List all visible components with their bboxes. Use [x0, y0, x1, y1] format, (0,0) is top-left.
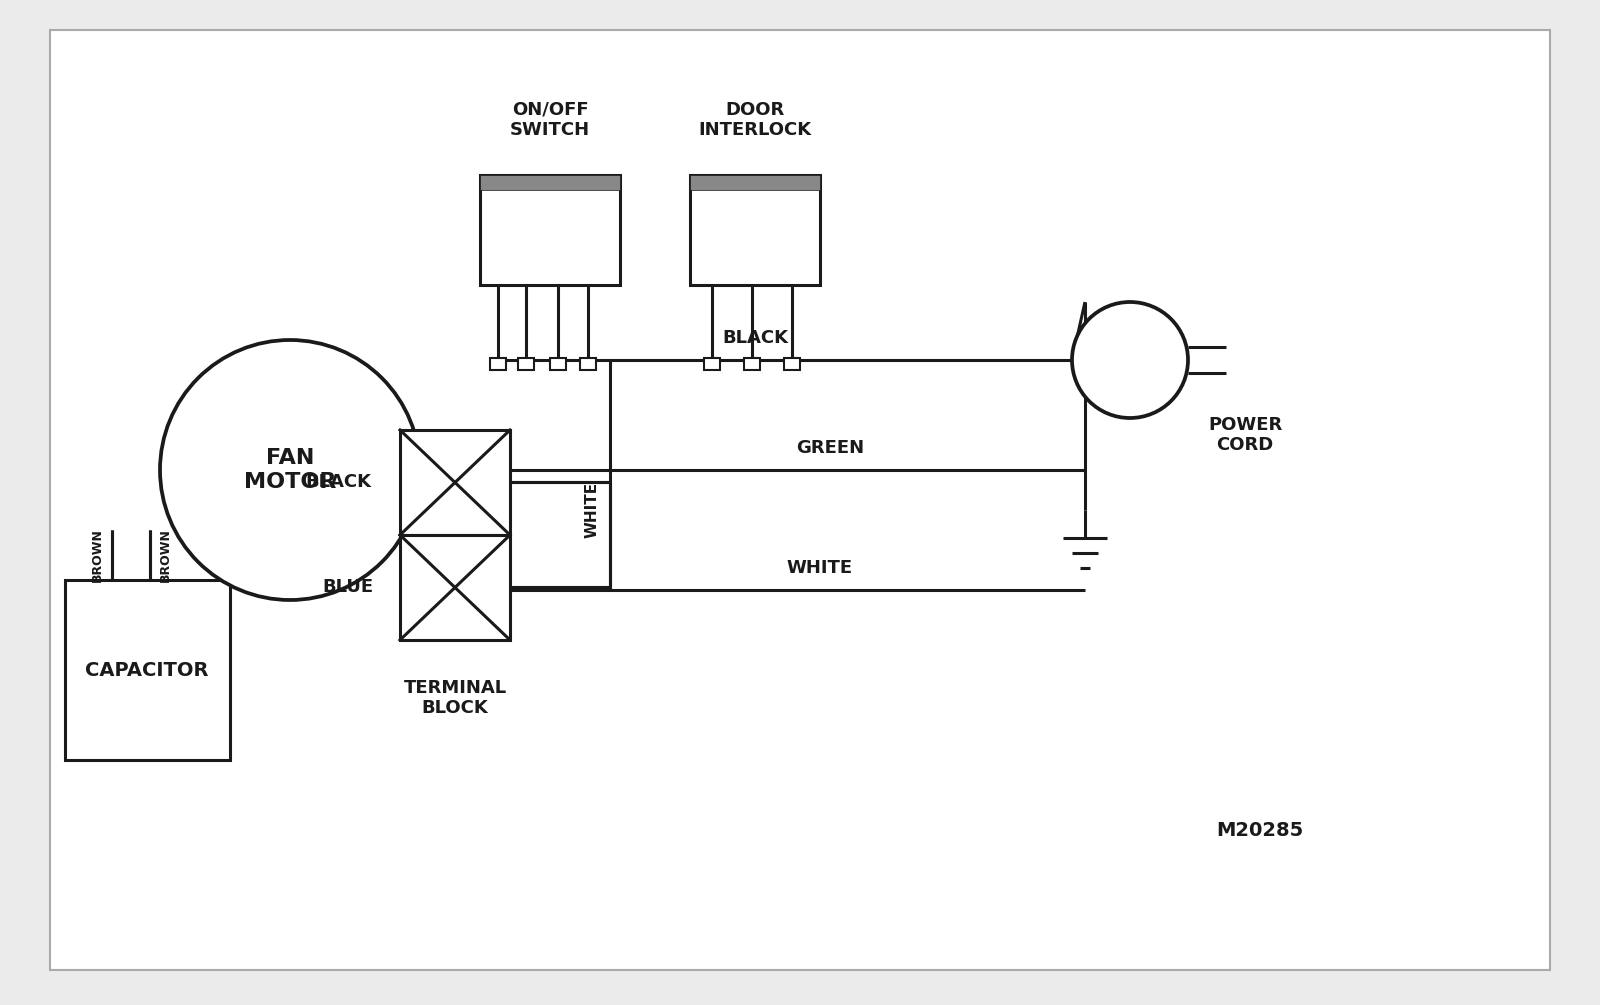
Text: TERMINAL
BLOCK: TERMINAL BLOCK [403, 678, 507, 718]
Bar [579, 358, 595, 370]
Text: ON/OFF
SWITCH: ON/OFF SWITCH [510, 100, 590, 140]
Bar [690, 175, 819, 190]
Text: BLUE: BLUE [323, 578, 373, 596]
Bar [200, 405, 334, 530]
Text: DOOR
INTERLOCK: DOOR INTERLOCK [699, 100, 811, 140]
Text: GREEN: GREEN [795, 439, 864, 457]
Bar [480, 175, 621, 285]
Text: BLACK: BLACK [306, 473, 371, 491]
Text: M20285: M20285 [1216, 820, 1304, 839]
Text: BROWN: BROWN [158, 528, 171, 582]
Bar [784, 358, 800, 370]
Circle shape [1072, 302, 1187, 418]
Text: FAN
MOTOR: FAN MOTOR [243, 448, 336, 491]
Bar [400, 430, 510, 535]
Bar [490, 358, 506, 370]
Text: WHITE: WHITE [584, 482, 600, 538]
Circle shape [160, 340, 419, 600]
Text: BLACK: BLACK [722, 329, 787, 347]
Bar [704, 358, 720, 370]
Bar [550, 358, 566, 370]
Bar [690, 175, 819, 285]
Bar [400, 535, 510, 640]
Bar [744, 358, 760, 370]
Text: CAPACITOR: CAPACITOR [85, 660, 208, 679]
Bar [66, 580, 230, 760]
Bar [480, 175, 621, 190]
Text: WHITE: WHITE [787, 559, 853, 577]
Bar [518, 358, 534, 370]
Text: BROWN: BROWN [91, 528, 104, 582]
Text: POWER
CORD: POWER CORD [1208, 416, 1282, 454]
